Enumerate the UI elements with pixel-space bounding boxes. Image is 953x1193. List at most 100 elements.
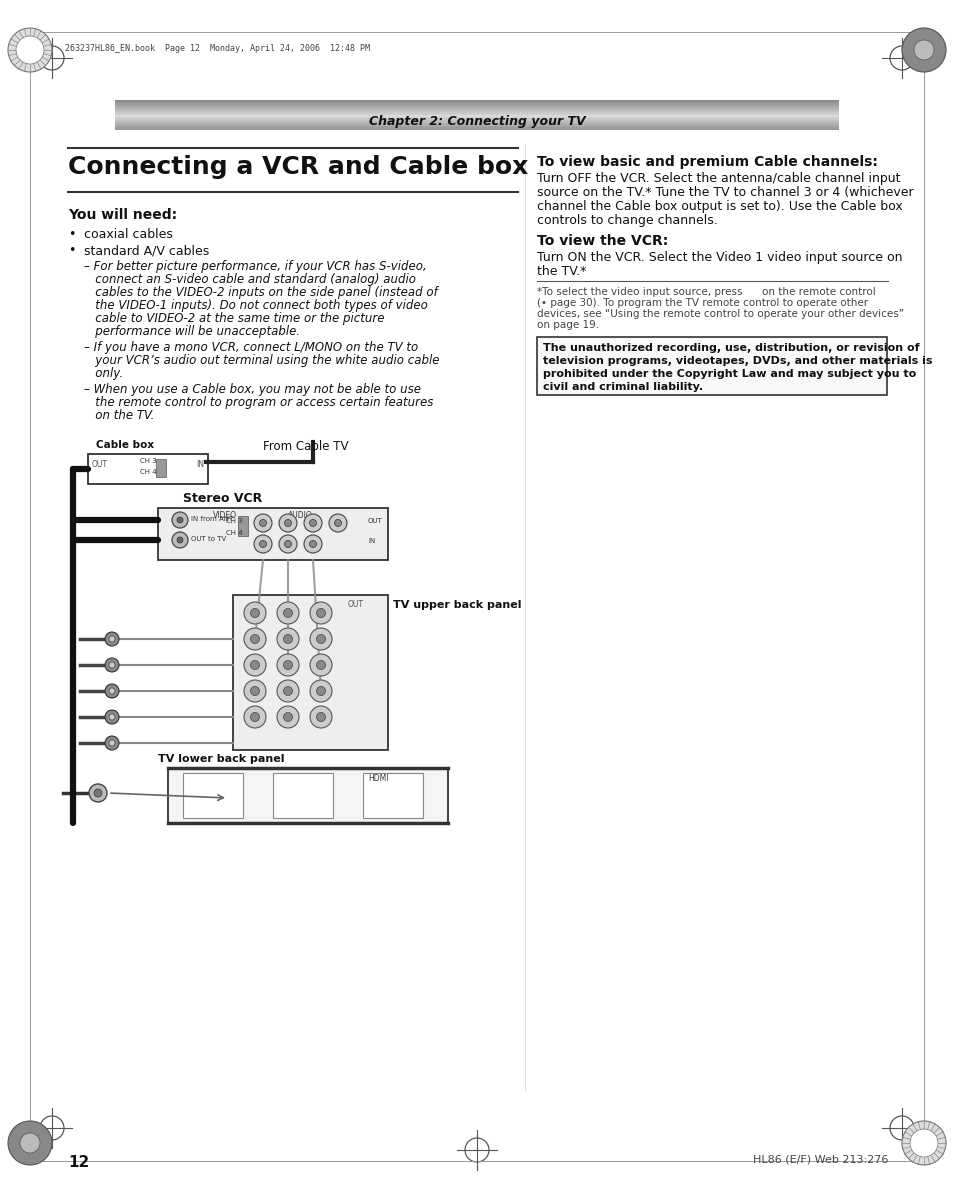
Bar (115, 129, 838, 130)
Circle shape (276, 628, 298, 650)
Text: the remote control to program or access certain features: the remote control to program or access … (84, 396, 433, 409)
Circle shape (316, 686, 325, 696)
Circle shape (276, 602, 298, 624)
Text: devices, see “Using the remote control to operate your other devices”: devices, see “Using the remote control t… (537, 309, 903, 319)
Text: OUT to TV: OUT to TV (191, 536, 226, 542)
Circle shape (177, 537, 183, 543)
Circle shape (244, 628, 266, 650)
Circle shape (105, 710, 119, 724)
Bar (115, 120, 838, 123)
Text: CH 4: CH 4 (140, 469, 156, 475)
Circle shape (244, 680, 266, 701)
Circle shape (913, 41, 933, 60)
Circle shape (105, 736, 119, 750)
Bar (115, 118, 838, 119)
Circle shape (283, 635, 293, 643)
Circle shape (251, 712, 259, 722)
Circle shape (244, 654, 266, 676)
Bar (537, 336, 886, 395)
Circle shape (109, 662, 115, 668)
Circle shape (316, 712, 325, 722)
Bar (183, 773, 243, 818)
Text: standard A/V cables: standard A/V cables (84, 245, 209, 256)
Circle shape (329, 514, 347, 532)
Bar (115, 106, 838, 107)
Bar (156, 459, 166, 477)
Circle shape (310, 680, 332, 701)
Bar (115, 111, 838, 112)
Circle shape (310, 706, 332, 728)
Bar (88, 455, 208, 484)
Text: *To select the video input source, press      on the remote control: *To select the video input source, press… (537, 288, 875, 297)
Bar (115, 101, 838, 103)
Text: From Cable TV: From Cable TV (263, 440, 348, 453)
Circle shape (109, 740, 115, 746)
Text: IN: IN (368, 538, 375, 544)
Circle shape (8, 27, 52, 72)
Circle shape (276, 680, 298, 701)
Text: your VCR’s audio out terminal using the white audio cable: your VCR’s audio out terminal using the … (84, 354, 439, 367)
Circle shape (278, 534, 296, 554)
Text: 12: 12 (68, 1155, 90, 1170)
Text: Connecting a VCR and Cable box: Connecting a VCR and Cable box (68, 155, 528, 179)
Text: performance will be unacceptable.: performance will be unacceptable. (84, 324, 300, 338)
Circle shape (20, 1133, 40, 1152)
Circle shape (172, 532, 188, 548)
Circle shape (109, 636, 115, 642)
Circle shape (251, 686, 259, 696)
Text: CH 4: CH 4 (226, 530, 242, 536)
Bar (115, 112, 838, 113)
Circle shape (901, 27, 945, 72)
Text: 263237HL86_EN.book  Page 12  Monday, April 24, 2006  12:48 PM: 263237HL86_EN.book Page 12 Monday, April… (65, 44, 370, 52)
Circle shape (259, 540, 266, 548)
Circle shape (8, 1121, 52, 1166)
Text: – If you have a mono VCR, connect L/MONO on the TV to: – If you have a mono VCR, connect L/MONO… (84, 341, 417, 354)
Bar (115, 123, 838, 124)
Circle shape (276, 654, 298, 676)
Bar (115, 105, 838, 106)
Text: the VIDEO-1 inputs). Do not connect both types of video: the VIDEO-1 inputs). Do not connect both… (84, 299, 428, 313)
Text: the TV.*: the TV.* (537, 265, 586, 278)
Circle shape (310, 628, 332, 650)
Text: TV upper back panel: TV upper back panel (393, 600, 521, 610)
Circle shape (276, 706, 298, 728)
Circle shape (177, 517, 183, 523)
Circle shape (109, 713, 115, 721)
Circle shape (283, 661, 293, 669)
Text: OUT: OUT (368, 518, 382, 524)
Text: Cable box: Cable box (96, 440, 154, 450)
Text: cable to VIDEO-2 at the same time or the picture: cable to VIDEO-2 at the same time or the… (84, 313, 384, 324)
Text: OUT: OUT (91, 460, 108, 469)
Text: connect an S-video cable and standard (analog) audio: connect an S-video cable and standard (a… (84, 273, 416, 286)
Text: •: • (68, 245, 75, 256)
Bar (233, 595, 388, 750)
Text: on the TV.: on the TV. (84, 409, 154, 422)
Circle shape (16, 36, 44, 64)
Circle shape (310, 654, 332, 676)
Bar (115, 124, 838, 125)
Circle shape (284, 519, 292, 526)
Bar (115, 113, 838, 115)
Text: To view the VCR:: To view the VCR: (537, 234, 667, 248)
Text: IN from ANT: IN from ANT (191, 517, 233, 523)
Text: To view basic and premium Cable channels:: To view basic and premium Cable channels… (537, 155, 877, 169)
Circle shape (105, 659, 119, 672)
Circle shape (309, 519, 316, 526)
Circle shape (89, 784, 107, 802)
Text: civil and criminal liability.: civil and criminal liability. (542, 382, 702, 392)
Text: TV lower back panel: TV lower back panel (158, 754, 284, 764)
Circle shape (901, 1121, 945, 1166)
Circle shape (283, 608, 293, 618)
Circle shape (251, 635, 259, 643)
Text: The unauthorized recording, use, distribution, or revision of: The unauthorized recording, use, distrib… (542, 344, 919, 353)
Bar (115, 117, 838, 118)
Text: AUDIO: AUDIO (288, 511, 313, 520)
Text: (• page 30). To program the TV remote control to operate other: (• page 30). To program the TV remote co… (537, 298, 867, 308)
Text: television programs, videotapes, DVDs, and other materials is: television programs, videotapes, DVDs, a… (542, 356, 931, 366)
Circle shape (304, 534, 322, 554)
Text: CH 3: CH 3 (140, 458, 156, 464)
Text: Stereo VCR: Stereo VCR (183, 492, 262, 505)
Text: IN: IN (195, 460, 204, 469)
Bar (168, 768, 448, 823)
Circle shape (94, 789, 102, 797)
